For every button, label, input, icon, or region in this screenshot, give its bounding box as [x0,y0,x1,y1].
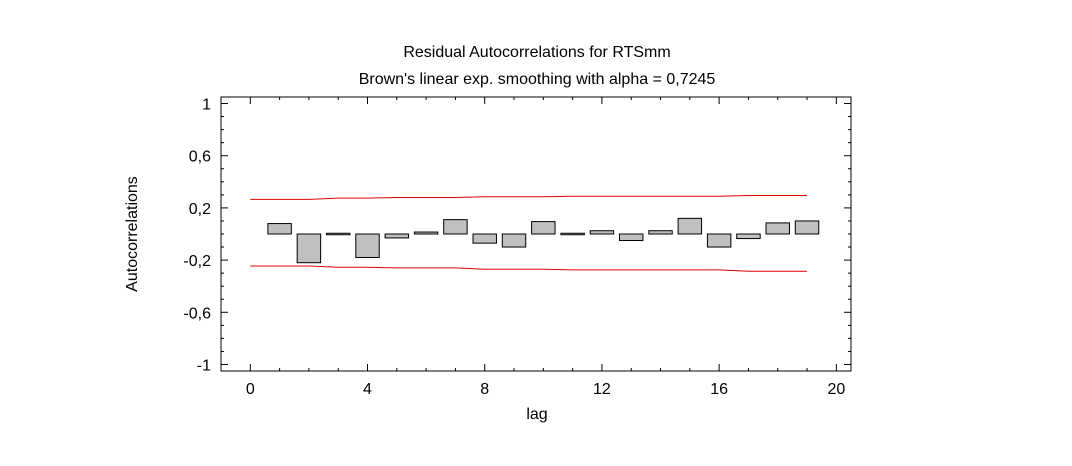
x-axis-label: lag [526,406,547,423]
x-tick-label: 12 [593,381,611,398]
upper-limit-line [250,195,807,200]
lower-limit-line [250,265,807,272]
autocorrelation-bar [501,233,527,248]
y-tick-label: 0,6 [189,149,211,166]
autocorrelation-bar [355,233,380,258]
axis-ticks [221,97,851,371]
autocorrelation-bar [531,221,556,235]
autocorrelation-bar [677,217,703,235]
y-tick-label: 0,2 [189,201,211,218]
autocorrelation-bar [648,230,673,235]
bars [267,217,820,264]
autocorrelation-bar [560,232,585,236]
confidence-limits [250,195,807,272]
tick-labels: 0 4 8 12 16 20 1 0,6 0,2 -0,2 -0,6 -1 [183,97,845,398]
autocorrelation-bar [267,223,292,235]
x-tick-label: 4 [363,381,372,398]
y-tick-label: 1 [202,97,211,114]
y-axis-label: Autocorrelations [124,176,141,292]
y-tick-label: -1 [197,357,211,374]
y-tick-label: -0,2 [183,253,211,270]
autocorrelation-bar [296,233,322,264]
x-tick-label: 0 [246,381,255,398]
chart-subtitle: Brown's linear exp. smoothing with alpha… [359,71,716,88]
autocorrelation-bar [619,233,644,242]
autocorrelation-bar [706,233,732,248]
x-tick-label: 20 [827,381,845,398]
y-tick-label: -0,6 [183,305,211,322]
autocorrelation-bar [589,230,615,235]
autocorrelation-bar [325,232,351,236]
autocorrelation-bar [736,233,761,240]
x-tick-label: 16 [710,381,728,398]
autocorrelation-bar [794,220,820,235]
chart-title: Residual Autocorrelations for RTSmm [403,44,670,61]
autocorrelation-bar [443,219,468,235]
autocorrelation-bar [472,233,497,244]
autocorrelation-bar [765,222,790,235]
autocorrelation-bar [413,231,439,235]
x-tick-label: 8 [480,381,489,398]
autocorrelation-bar [384,233,410,239]
